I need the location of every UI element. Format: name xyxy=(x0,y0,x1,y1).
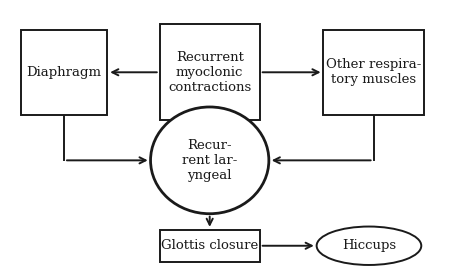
Text: Recur-
rent lar-
yngeal: Recur- rent lar- yngeal xyxy=(182,139,237,182)
Bar xyxy=(323,29,424,115)
Text: Other respira-
tory muscles: Other respira- tory muscles xyxy=(326,58,421,86)
Ellipse shape xyxy=(151,107,269,214)
Text: Diaphragm: Diaphragm xyxy=(27,66,101,79)
Text: Recurrent
myoclonic
contractions: Recurrent myoclonic contractions xyxy=(168,51,251,94)
Ellipse shape xyxy=(317,227,421,265)
Bar xyxy=(160,230,260,262)
Text: Hiccups: Hiccups xyxy=(342,239,396,252)
Bar xyxy=(160,24,260,120)
Text: Glottis closure: Glottis closure xyxy=(161,239,258,252)
Bar xyxy=(21,29,107,115)
